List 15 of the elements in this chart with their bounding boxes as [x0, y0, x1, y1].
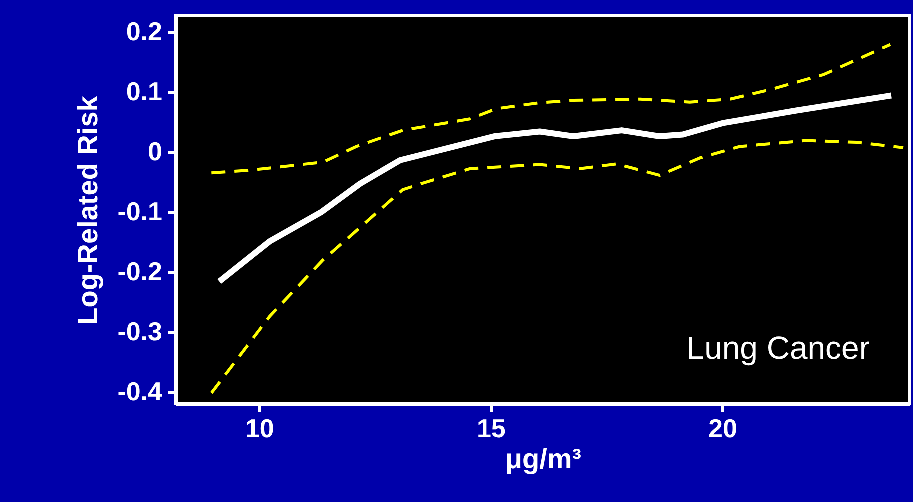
y-tick-label: 0 — [148, 136, 162, 167]
x-tick-label: 20 — [708, 414, 738, 444]
annotation: Lung Cancer — [686, 330, 870, 366]
x-tick-label: 10 — [245, 414, 274, 444]
y-axis-title: Log-Related Risk — [72, 96, 104, 325]
y-tick-label: -0.2 — [118, 256, 162, 287]
y-tick-label: -0.1 — [118, 196, 162, 227]
y-tick-label: -0.3 — [118, 316, 162, 347]
line-series — [210, 43, 892, 175]
y-tick-label: -0.4 — [118, 376, 164, 407]
y-tick-label: 0.2 — [126, 16, 162, 47]
x-axis-title: μg/m³ — [505, 444, 582, 474]
line-series — [210, 139, 906, 395]
y-tick-label: 0.1 — [126, 76, 162, 107]
x-tick-label: 15 — [476, 414, 506, 444]
